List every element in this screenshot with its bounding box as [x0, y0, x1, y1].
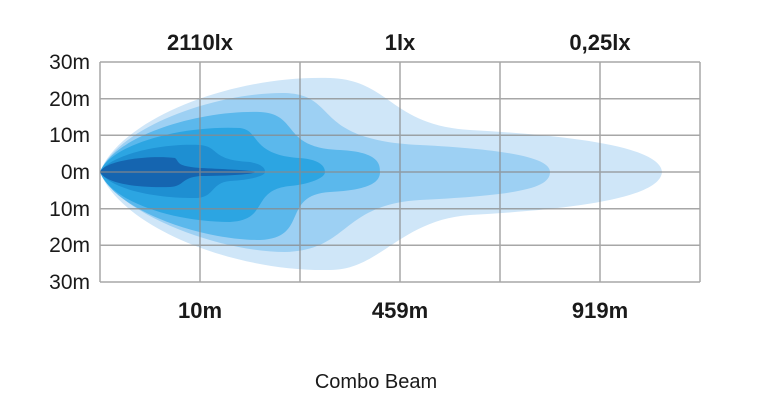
lux-label: 0,25lx: [569, 30, 631, 55]
lux-label: 2110lx: [167, 30, 234, 55]
width-label: 0m: [61, 161, 90, 184]
y-labels: 30m 20m 10m 0m 10m 20m 30m: [49, 51, 90, 294]
width-label: 30m: [49, 51, 90, 74]
beam-pattern: [100, 77, 662, 271]
width-label: 20m: [49, 88, 90, 111]
width-label: 10m: [49, 198, 90, 221]
bottom-labels: 10m 459m 919m: [178, 298, 628, 323]
width-label: 30m: [49, 271, 90, 294]
width-label: 20m: [49, 234, 90, 257]
distance-label: 10m: [178, 298, 222, 323]
caption: Combo Beam: [315, 371, 437, 393]
distance-label: 459m: [372, 298, 428, 323]
top-labels: 2110lx 1lx 0,25lx: [167, 30, 631, 55]
lux-label: 1lx: [385, 30, 416, 55]
width-label: 10m: [49, 124, 90, 147]
grid: [99, 61, 701, 283]
distance-label: 919m: [572, 298, 628, 323]
